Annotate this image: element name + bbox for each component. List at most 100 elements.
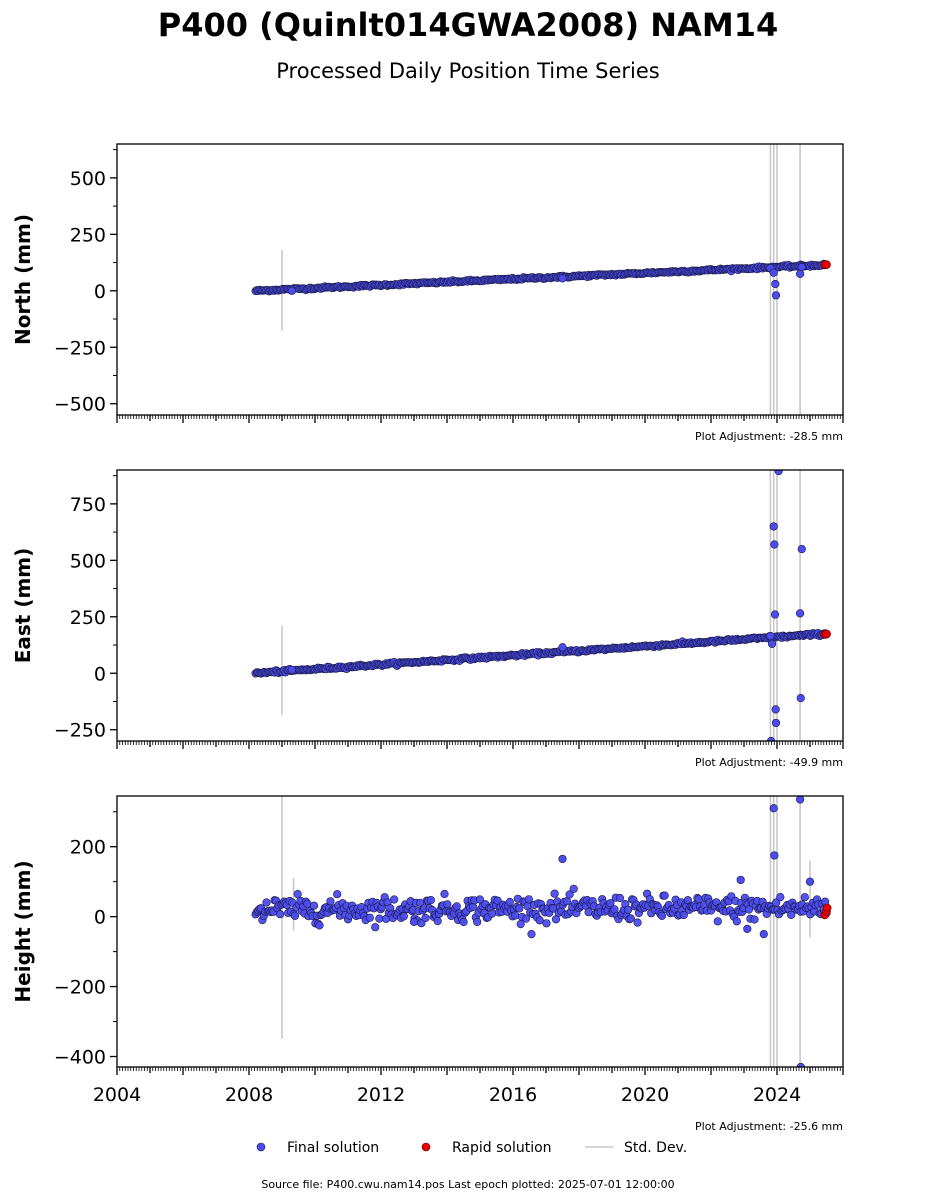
axes-frame-height bbox=[116, 795, 844, 1068]
final-point bbox=[795, 269, 805, 278]
final-point bbox=[440, 889, 449, 899]
final-point bbox=[452, 902, 461, 911]
final-point bbox=[399, 912, 408, 921]
plot-area-height bbox=[251, 796, 832, 1067]
final-point bbox=[565, 890, 574, 899]
axes-frame-east bbox=[116, 469, 844, 742]
final-point bbox=[584, 908, 593, 917]
final-point bbox=[333, 890, 342, 899]
final-point bbox=[769, 268, 778, 277]
final-point bbox=[290, 911, 300, 920]
final-point bbox=[287, 665, 297, 674]
final-point bbox=[615, 893, 625, 903]
final-point bbox=[771, 291, 781, 300]
final-point bbox=[776, 892, 785, 902]
rapid-point bbox=[822, 260, 831, 269]
final-point bbox=[744, 905, 754, 914]
final-point bbox=[770, 610, 780, 619]
y-tick-label: 250 bbox=[70, 224, 106, 246]
y-tick-label: −250 bbox=[54, 720, 106, 742]
y-tick-label: 200 bbox=[70, 837, 106, 859]
final-point bbox=[371, 923, 380, 932]
footer-source: Source file: P400.cwu.nam14.pos Last epo… bbox=[261, 1178, 674, 1191]
final-point bbox=[800, 893, 809, 902]
x-tick-label: 2008 bbox=[225, 1084, 273, 1106]
final-point bbox=[713, 917, 722, 926]
final-point bbox=[365, 913, 374, 922]
x-tick-label: 2016 bbox=[489, 1084, 537, 1106]
final-point bbox=[309, 901, 319, 910]
y-tick-label: 250 bbox=[70, 607, 106, 629]
final-point bbox=[276, 910, 285, 919]
rapid-point bbox=[822, 629, 831, 639]
final-point bbox=[535, 916, 544, 925]
final-point bbox=[766, 631, 775, 641]
y-tick-label: 750 bbox=[70, 494, 106, 516]
y-tick-label: −200 bbox=[54, 977, 106, 999]
final-point bbox=[558, 643, 567, 652]
final-point bbox=[488, 909, 497, 918]
final-point bbox=[660, 891, 669, 900]
final-point bbox=[293, 889, 302, 899]
legend-final-label: Final solution bbox=[287, 1140, 379, 1156]
plot-adjustment-height: Plot Adjustment: -25.6 mm bbox=[695, 1120, 843, 1133]
final-point bbox=[796, 796, 805, 804]
final-point bbox=[750, 915, 759, 924]
final-point bbox=[390, 895, 399, 904]
final-point bbox=[771, 279, 780, 289]
final-point bbox=[774, 470, 783, 476]
final-point bbox=[767, 639, 777, 648]
final-point bbox=[633, 918, 642, 927]
final-point bbox=[375, 914, 384, 923]
final-point bbox=[558, 854, 567, 864]
final-point bbox=[743, 924, 752, 933]
y-tick-label: 500 bbox=[70, 168, 106, 190]
final-point bbox=[769, 804, 778, 813]
final-point bbox=[770, 540, 779, 549]
legend-rapid-marker bbox=[421, 1142, 431, 1152]
legend-final-marker bbox=[256, 1142, 266, 1152]
legend: Final solution Rapid solution Std. Dev. bbox=[256, 1140, 687, 1156]
plot-adjustment-north: Plot Adjustment: -28.5 mm bbox=[695, 430, 843, 443]
final-point bbox=[626, 914, 635, 923]
final-point bbox=[521, 914, 531, 923]
final-point bbox=[326, 897, 335, 906]
final-point bbox=[657, 911, 667, 921]
panels: −500 −250 0 250 500 North (mm) Plot Adjustment… bbox=[11, 143, 844, 1133]
final-point bbox=[805, 877, 815, 886]
figure-title: P400 (Quinlt014GWA2008) NAM14 bbox=[158, 6, 778, 44]
final-point bbox=[558, 274, 567, 283]
final-point bbox=[527, 929, 536, 939]
final-point bbox=[771, 705, 780, 714]
final-point bbox=[433, 916, 442, 926]
plot-area-east bbox=[251, 470, 831, 741]
final-point bbox=[524, 895, 533, 904]
final-point bbox=[459, 917, 468, 927]
y-axis-label-north: North (mm) bbox=[11, 214, 35, 345]
y-tick-label: 500 bbox=[70, 550, 106, 572]
x-tick-label: 2024 bbox=[753, 1084, 801, 1106]
y-axis-label-east: East (mm) bbox=[11, 548, 35, 664]
final-point bbox=[795, 609, 805, 618]
final-point bbox=[679, 910, 688, 920]
final-point bbox=[797, 544, 806, 554]
final-point bbox=[759, 930, 768, 939]
final-point bbox=[770, 851, 779, 860]
final-point bbox=[511, 911, 520, 920]
final-point bbox=[550, 889, 559, 898]
y-tick-label: 0 bbox=[94, 281, 106, 303]
final-point bbox=[736, 875, 745, 885]
legend-std-label: Std. Dev. bbox=[624, 1140, 687, 1156]
legend-rapid-label: Rapid solution bbox=[452, 1140, 552, 1156]
final-point bbox=[421, 913, 430, 923]
final-point bbox=[426, 895, 436, 905]
final-point bbox=[469, 902, 478, 912]
final-point bbox=[769, 522, 778, 531]
final-point bbox=[787, 910, 796, 920]
panel-east: −250 0 250 500 750 East (mm) Plot Adjustment: … bbox=[11, 469, 844, 769]
x-tick-label: 2004 bbox=[93, 1084, 141, 1106]
y-tick-label: 0 bbox=[94, 663, 106, 685]
final-point bbox=[409, 917, 419, 926]
final-point bbox=[287, 286, 297, 295]
final-point bbox=[315, 921, 324, 930]
